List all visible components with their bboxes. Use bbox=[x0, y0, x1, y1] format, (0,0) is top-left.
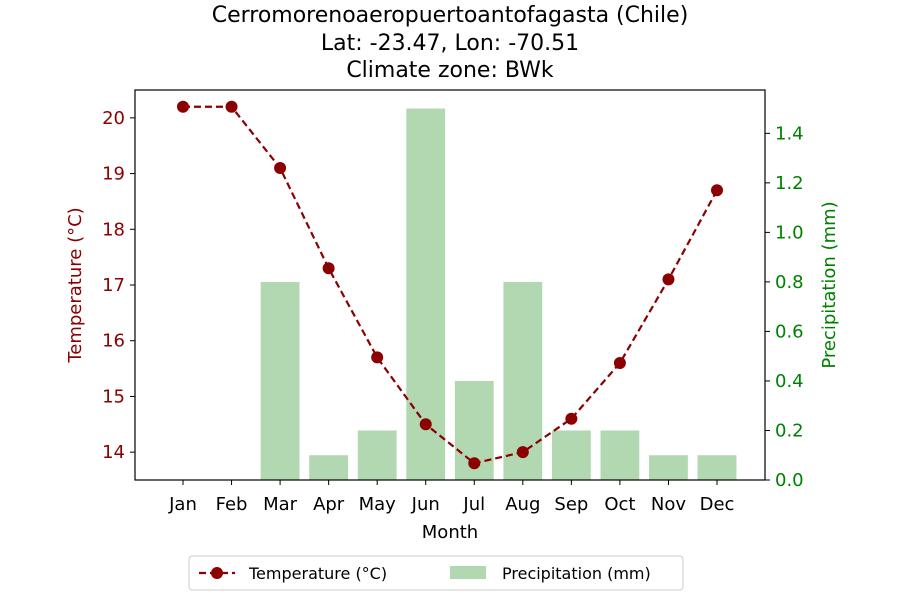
precipitation-bar bbox=[649, 455, 688, 480]
precipitation-bar bbox=[357, 430, 397, 480]
temperature-tick-label: 20 bbox=[102, 108, 125, 129]
precipitation-tick-label: 0.0 bbox=[775, 470, 804, 491]
temperature-point bbox=[225, 100, 238, 113]
legend-temperature-marker bbox=[211, 567, 223, 579]
temperature-point bbox=[711, 184, 723, 197]
temperature-tick-label: 14 bbox=[102, 442, 125, 463]
temperature-tick-label: 18 bbox=[102, 219, 125, 240]
x-axis-label: Month bbox=[422, 522, 478, 543]
legend-box bbox=[188, 555, 684, 591]
temperature-point bbox=[322, 262, 335, 275]
precipitation-bar bbox=[406, 108, 446, 481]
temperature-point bbox=[419, 418, 432, 431]
month-tick-label: Jun bbox=[411, 494, 440, 515]
precipitation-axis-label: Precipitation (mm) bbox=[819, 201, 840, 368]
temperature-point bbox=[565, 412, 578, 425]
temperature-point bbox=[274, 162, 287, 174]
month-tick-label: Aug bbox=[505, 494, 540, 515]
month-tick-label: Dec bbox=[700, 494, 735, 515]
precipitation-tick-label: 0.4 bbox=[775, 371, 804, 392]
precipitation-tick-label: 1.0 bbox=[775, 222, 804, 243]
month-tick-label: Sep bbox=[554, 494, 588, 515]
legend-precipitation-swatch bbox=[450, 566, 486, 579]
title-line-1: Cerromorenoaeropuertoantofagasta (Chile) bbox=[212, 3, 689, 28]
month-tick-label: Nov bbox=[651, 494, 686, 515]
temperature-point bbox=[613, 357, 626, 369]
month-tick-label: Jan bbox=[168, 494, 197, 515]
precipitation-bar bbox=[600, 430, 640, 480]
temperature-point bbox=[516, 446, 529, 459]
temperature-line bbox=[183, 105, 718, 465]
precipitation-bar bbox=[309, 455, 349, 480]
temperature-tick-label: 17 bbox=[102, 275, 125, 296]
title-line-3: Climate zone: BWk bbox=[346, 58, 554, 83]
precipitation-bar bbox=[260, 281, 300, 480]
precipitation-bars bbox=[260, 108, 737, 481]
month-tick-label: Apr bbox=[313, 494, 345, 515]
precipitation-tick-label: 0.2 bbox=[775, 420, 804, 441]
temperature-tick-label: 19 bbox=[102, 164, 125, 185]
chart-title: Cerromorenoaeropuertoantofagasta (Chile)… bbox=[212, 3, 689, 83]
temperature-series bbox=[177, 100, 723, 470]
temperature-point bbox=[468, 457, 481, 470]
precipitation-axis: 0.0 0.2 0.4 0.6 0.8 1.0 1.2 1.4 bbox=[765, 123, 804, 491]
precipitation-bar bbox=[697, 455, 737, 480]
precipitation-bar bbox=[551, 430, 591, 480]
temperature-tick-label: 15 bbox=[102, 386, 125, 407]
precipitation-tick-label: 0.6 bbox=[775, 321, 804, 342]
temperature-point bbox=[177, 100, 189, 113]
temperature-point bbox=[371, 351, 384, 364]
precipitation-tick-label: 1.4 bbox=[775, 123, 804, 144]
month-tick-label: May bbox=[359, 494, 397, 515]
month-tick-label: Jul bbox=[462, 494, 485, 515]
temperature-axis: 14 15 16 17 18 19 20 bbox=[102, 108, 135, 463]
legend-temperature-label: Temperature (°C) bbox=[248, 564, 387, 583]
month-axis: Jan Feb Mar Apr May Jun Jul Aug Sep Oct Nov Dec bbox=[168, 480, 734, 515]
month-tick-label: Feb bbox=[216, 494, 248, 515]
month-tick-label: Oct bbox=[604, 494, 635, 515]
precipitation-tick-label: 1.2 bbox=[775, 173, 804, 194]
legend: Temperature (°C) Precipitation (mm) bbox=[188, 555, 684, 591]
temperature-point bbox=[662, 273, 675, 286]
title-line-2: Lat: -23.47, Lon: -70.51 bbox=[321, 31, 579, 56]
month-tick-label: Mar bbox=[263, 494, 298, 515]
temperature-tick-label: 16 bbox=[102, 331, 125, 352]
legend-precipitation-label: Precipitation (mm) bbox=[502, 564, 651, 583]
precipitation-tick-label: 0.8 bbox=[775, 272, 804, 293]
temperature-axis-label: Temperature (°C) bbox=[65, 207, 86, 363]
